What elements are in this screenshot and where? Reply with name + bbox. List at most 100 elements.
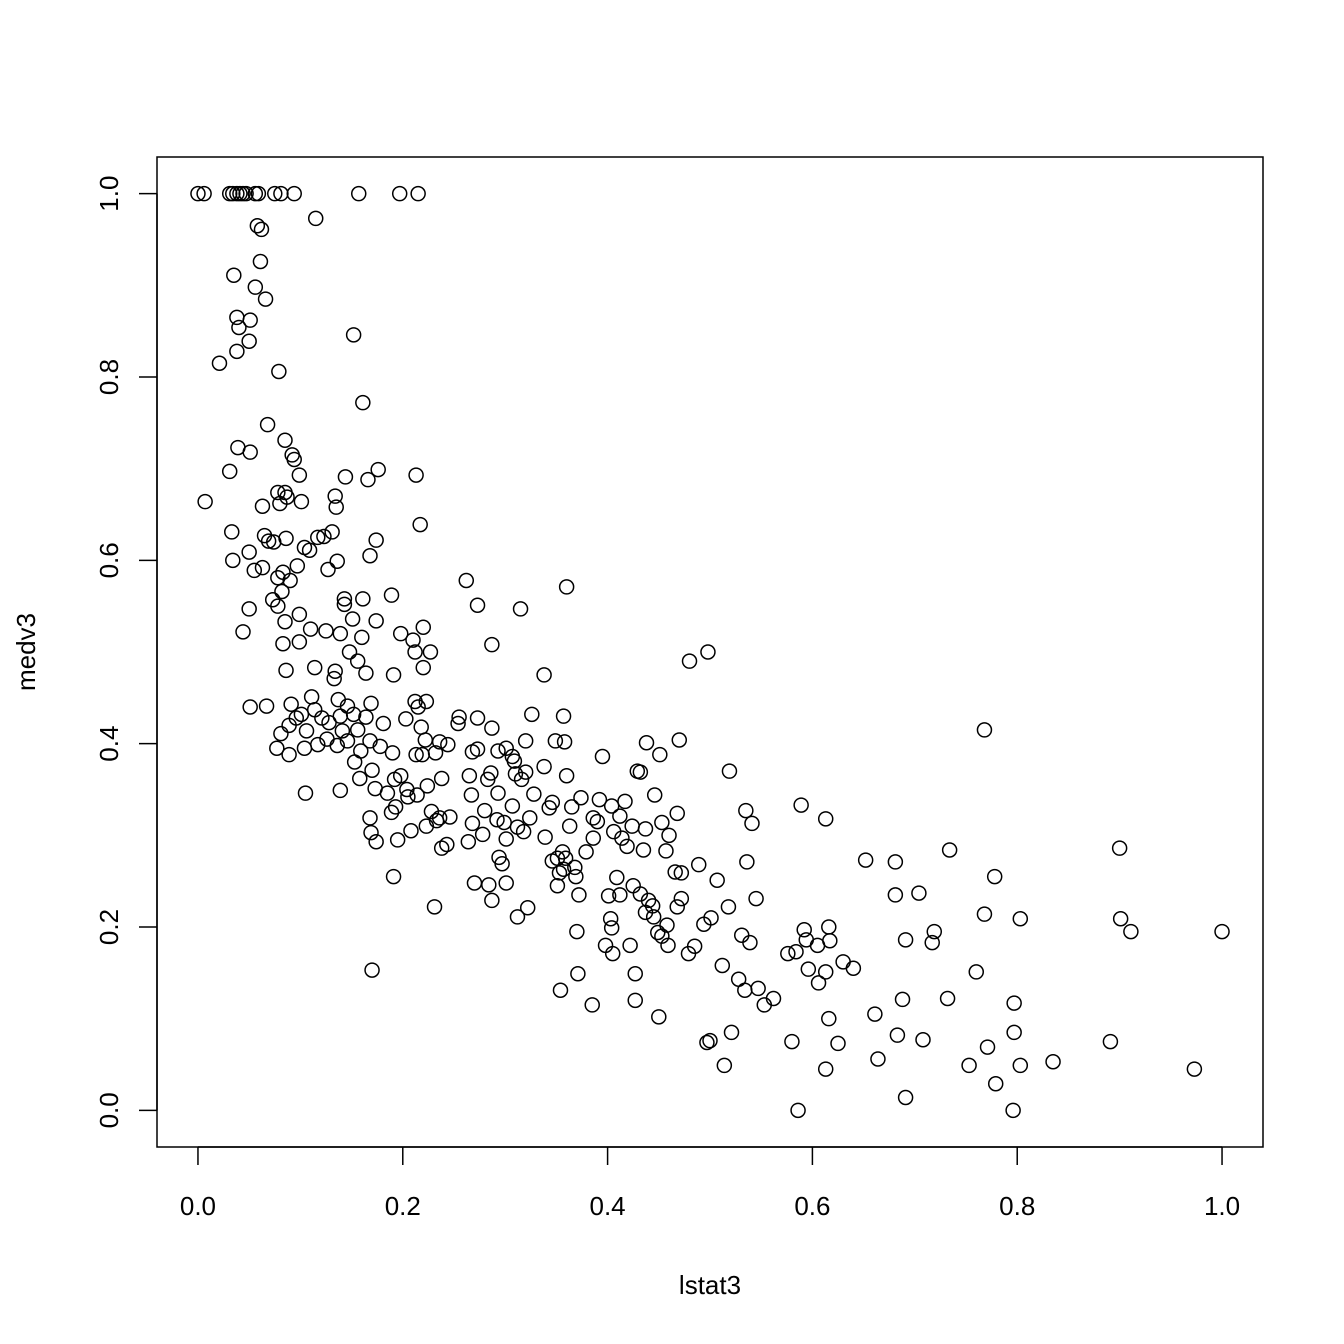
point xyxy=(612,808,628,824)
point xyxy=(440,736,456,753)
point xyxy=(352,770,368,787)
point xyxy=(476,802,493,819)
point xyxy=(614,830,630,846)
point xyxy=(286,185,302,202)
point xyxy=(979,1039,996,1055)
point xyxy=(976,722,993,738)
point xyxy=(651,1009,667,1025)
point xyxy=(830,1035,846,1052)
x-tick-label: 0.6 xyxy=(794,1191,830,1221)
point xyxy=(702,1032,718,1049)
point xyxy=(410,699,426,715)
point xyxy=(894,991,911,1008)
point xyxy=(291,634,308,650)
point xyxy=(515,823,532,840)
point xyxy=(190,185,206,202)
point xyxy=(329,553,345,569)
point xyxy=(405,632,421,648)
point xyxy=(392,625,409,642)
point xyxy=(235,624,251,640)
point xyxy=(289,558,306,574)
point xyxy=(612,887,628,903)
point xyxy=(464,744,481,760)
point xyxy=(800,961,817,977)
point xyxy=(671,732,688,748)
point xyxy=(1111,840,1128,856)
x-tick-label: 0.2 xyxy=(385,1191,421,1221)
point xyxy=(1112,911,1129,927)
point xyxy=(600,888,617,904)
point xyxy=(336,596,353,613)
x-tick-label: 1.0 xyxy=(1204,1191,1240,1221)
point xyxy=(270,598,286,614)
point xyxy=(661,827,677,844)
point xyxy=(370,461,386,478)
point xyxy=(310,529,326,546)
point xyxy=(439,836,455,853)
y-axis-label: medv3 xyxy=(11,613,41,691)
point xyxy=(673,865,690,881)
point xyxy=(589,813,606,830)
point xyxy=(584,997,600,1013)
point xyxy=(857,852,874,868)
point xyxy=(645,909,662,925)
point xyxy=(329,737,345,754)
point xyxy=(739,854,755,870)
point xyxy=(270,484,286,501)
point xyxy=(699,1034,715,1051)
point xyxy=(341,644,358,660)
point xyxy=(293,706,310,723)
point xyxy=(258,698,275,714)
point xyxy=(375,715,392,732)
point xyxy=(622,937,638,954)
point xyxy=(418,693,435,710)
point xyxy=(247,279,264,295)
point xyxy=(368,613,384,629)
point xyxy=(1214,923,1230,940)
point xyxy=(433,840,450,856)
point xyxy=(328,499,344,515)
point xyxy=(650,924,666,941)
point xyxy=(926,923,943,940)
point xyxy=(1005,1102,1021,1119)
point xyxy=(368,834,384,850)
point xyxy=(524,706,540,723)
point xyxy=(302,621,319,637)
point xyxy=(431,810,448,826)
point xyxy=(573,790,589,806)
point xyxy=(360,471,376,488)
point xyxy=(451,709,467,725)
point xyxy=(349,722,366,738)
point xyxy=(278,662,294,679)
point xyxy=(350,185,367,202)
point xyxy=(474,826,491,843)
point xyxy=(484,892,500,909)
point xyxy=(334,723,351,739)
point xyxy=(870,1051,886,1067)
point xyxy=(336,591,353,607)
point xyxy=(346,754,363,770)
point xyxy=(549,878,566,894)
point xyxy=(339,733,356,749)
point xyxy=(275,636,291,652)
point xyxy=(640,892,657,909)
point xyxy=(522,810,538,826)
point xyxy=(490,743,506,759)
point xyxy=(246,562,263,579)
point xyxy=(1006,995,1022,1011)
point xyxy=(241,544,257,560)
point xyxy=(603,798,620,814)
point xyxy=(431,734,448,750)
point xyxy=(658,843,674,859)
point xyxy=(817,811,834,827)
point xyxy=(415,619,432,635)
point xyxy=(1102,1033,1119,1050)
point xyxy=(363,695,379,712)
point xyxy=(252,253,269,270)
point xyxy=(224,524,240,540)
point xyxy=(272,495,288,512)
point xyxy=(544,853,561,869)
point xyxy=(484,636,500,653)
point xyxy=(231,319,247,336)
